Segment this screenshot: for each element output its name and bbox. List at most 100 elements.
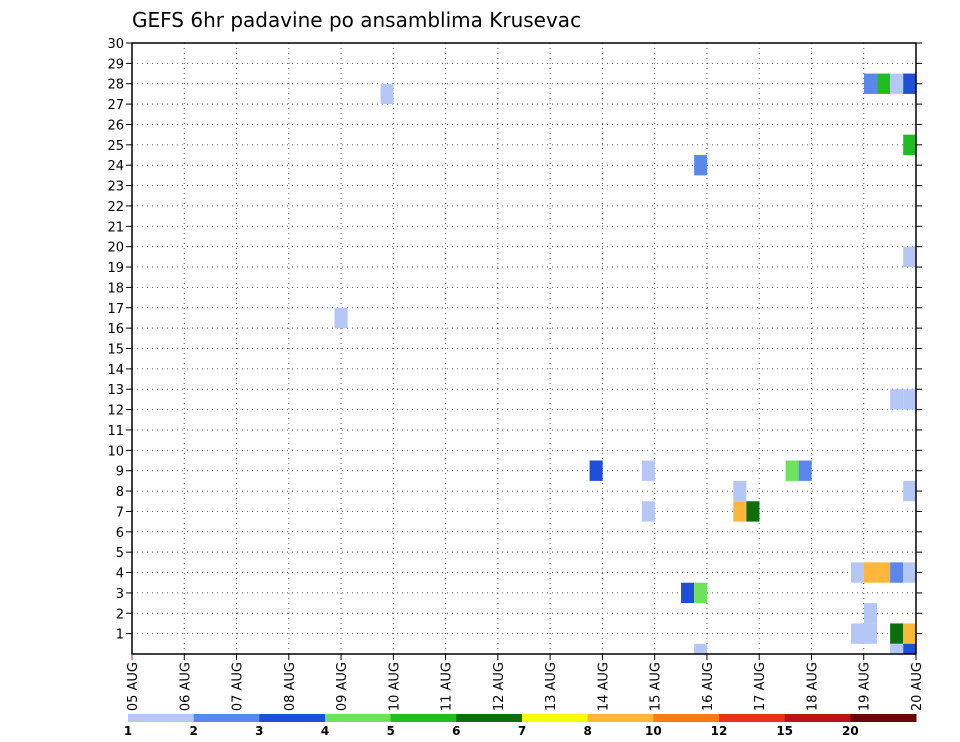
x-tick-label: 07 AUG (231, 662, 246, 711)
precip-cell (694, 643, 708, 654)
x-tick-label: 08 AUG (283, 662, 298, 711)
y-tick-label: 15 (107, 343, 124, 358)
colorbar-swatch (193, 714, 260, 722)
precip-cell (589, 460, 603, 481)
y-tick-label: 4 (116, 567, 124, 582)
x-tick-label: 09 AUG (335, 662, 350, 711)
precip-cell (890, 389, 904, 410)
y-tick-label: 7 (116, 505, 124, 520)
y-tick-label: 21 (107, 220, 124, 235)
precip-cell (863, 603, 878, 624)
colorbar-label: 12 (711, 724, 728, 738)
precip-cell (733, 501, 747, 522)
y-tick-label: 17 (107, 302, 124, 317)
precip-cell (903, 246, 916, 268)
y-tick-label: 3 (116, 587, 124, 602)
colorbar-label: 7 (518, 724, 526, 738)
precip-cell (850, 562, 864, 583)
y-axis-ticks: 1234567891011121314151617181920212223242… (107, 37, 922, 643)
y-tick-label: 11 (107, 424, 124, 439)
colorbar-label: 10 (645, 724, 662, 738)
y-tick-label: 22 (107, 200, 124, 215)
x-axis-ticks: 05 AUG 06 AUG 07 AUG 08 AUG 09 AUG 10 AUG 11 A… (126, 654, 925, 711)
precip-cell (733, 480, 747, 502)
y-tick-label: 5 (116, 546, 124, 561)
y-tick-label: 28 (107, 78, 124, 93)
data-cells (334, 73, 916, 654)
precip-cell (890, 73, 904, 94)
precip-cell (863, 562, 878, 583)
colorbar-swatch (325, 714, 392, 722)
precip-cell (641, 501, 655, 522)
y-tick-label: 18 (107, 281, 124, 296)
colorbar-label: 8 (583, 724, 591, 738)
precip-cell (641, 460, 655, 481)
precip-cell (694, 582, 708, 604)
colorbar-label: 15 (776, 724, 793, 738)
y-tick-label: 16 (107, 322, 124, 337)
y-tick-label: 1 (116, 628, 124, 643)
precip-cell (890, 643, 904, 654)
precip-cell (903, 389, 916, 410)
colorbar-label: 3 (255, 724, 263, 738)
precip-cell (863, 73, 878, 94)
y-tick-label: 10 (107, 444, 124, 459)
precip-cell (903, 480, 916, 502)
y-tick-label: 6 (116, 526, 124, 541)
precip-cell (850, 623, 864, 644)
y-tick-label: 23 (107, 180, 124, 195)
plot-frame (131, 42, 917, 655)
x-tick-label: 13 AUG (544, 662, 559, 711)
precip-cell (863, 623, 878, 644)
precip-cell (877, 562, 891, 583)
precip-cell (334, 307, 348, 329)
x-tick-label: 14 AUG (596, 662, 611, 711)
precip-cell (890, 562, 904, 583)
x-tick-label: 17 AUG (753, 662, 768, 711)
grid-lines (132, 43, 916, 654)
colorbar-label: 5 (386, 724, 394, 738)
colorbar-swatch (653, 714, 720, 722)
colorbar-label: 1 (124, 724, 132, 738)
precip-cell (798, 460, 812, 481)
x-tick-label: 12 AUG (492, 662, 507, 711)
x-tick-label: 15 AUG (649, 662, 664, 711)
y-tick-label: 29 (107, 57, 124, 72)
precip-cell (903, 623, 916, 644)
precip-cell (877, 73, 891, 94)
colorbar: 1 2 3 4 5 6 7 8 10 12 15 20 (124, 714, 917, 738)
colorbar-swatch (456, 714, 523, 722)
y-tick-label: 12 (107, 404, 124, 419)
x-tick-label: 20 AUG (910, 662, 925, 711)
colorbar-label: 2 (189, 724, 197, 738)
colorbar-swatch (850, 714, 917, 722)
colorbar-swatch (719, 714, 786, 722)
y-tick-label: 20 (107, 241, 124, 256)
precip-cell (890, 623, 904, 644)
precip-cell (785, 460, 799, 481)
y-tick-label: 24 (107, 159, 124, 174)
x-tick-label: 05 AUG (126, 662, 141, 711)
colorbar-label: 20 (842, 724, 859, 738)
colorbar-swatch (784, 714, 851, 722)
y-tick-label: 9 (116, 465, 124, 480)
colorbar-label: 4 (321, 724, 329, 738)
x-tick-label: 06 AUG (178, 662, 193, 711)
x-tick-label: 10 AUG (387, 662, 402, 711)
colorbar-swatch (390, 714, 457, 722)
x-tick-label: 19 AUG (858, 662, 873, 711)
precip-cell (694, 155, 708, 176)
chart-title: GEFS 6hr padavine po ansamblima Krusevac (132, 8, 581, 32)
precip-cell (903, 562, 916, 583)
y-tick-label: 27 (107, 98, 124, 113)
precip-cell (380, 83, 394, 105)
precip-cell (746, 501, 760, 522)
precip-cell (903, 134, 916, 156)
colorbar-swatch (587, 714, 654, 722)
precip-cell (681, 582, 695, 604)
y-tick-label: 30 (107, 37, 124, 52)
y-tick-label: 8 (116, 485, 124, 500)
y-tick-label: 2 (116, 607, 124, 622)
colorbar-swatch (259, 714, 326, 722)
